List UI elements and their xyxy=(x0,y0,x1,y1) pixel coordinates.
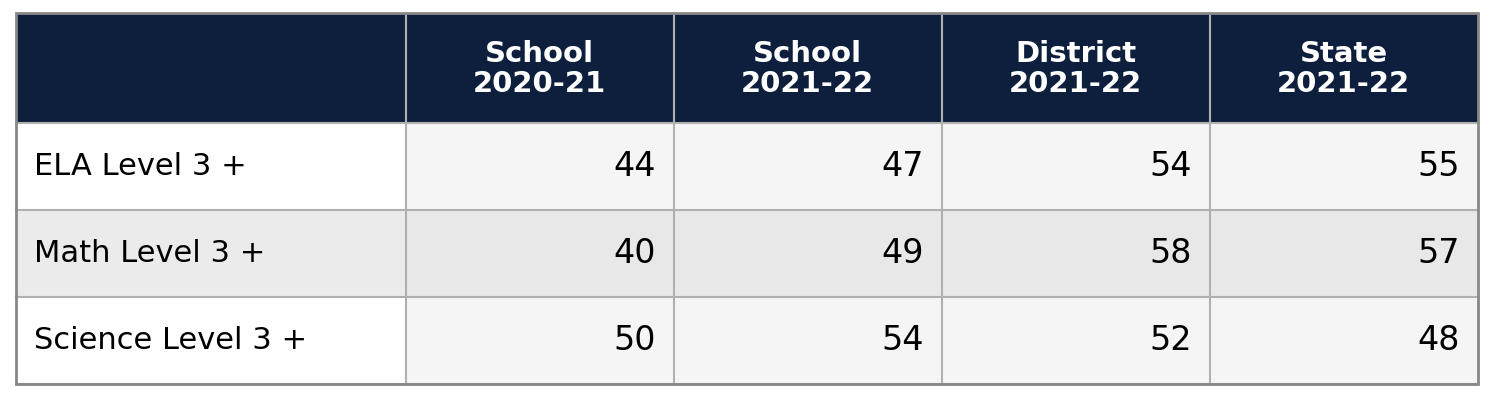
Bar xyxy=(1209,13,1478,123)
Text: 2021-22: 2021-22 xyxy=(1277,70,1409,98)
Text: 2021-22: 2021-22 xyxy=(1009,70,1142,98)
Text: School: School xyxy=(485,40,594,68)
Text: 57: 57 xyxy=(1417,237,1460,270)
Bar xyxy=(1209,297,1478,384)
Text: District: District xyxy=(1015,40,1136,68)
Bar xyxy=(673,123,942,210)
Bar xyxy=(15,297,406,384)
Text: 47: 47 xyxy=(881,150,924,183)
Text: School: School xyxy=(752,40,861,68)
Bar xyxy=(673,13,942,123)
Bar xyxy=(673,297,942,384)
Bar xyxy=(942,13,1209,123)
Text: 40: 40 xyxy=(614,237,655,270)
Bar xyxy=(1209,123,1478,210)
Bar xyxy=(406,210,673,297)
Text: 44: 44 xyxy=(614,150,655,183)
Text: 58: 58 xyxy=(1150,237,1191,270)
Text: 48: 48 xyxy=(1417,324,1460,357)
Bar xyxy=(15,210,406,297)
Text: 50: 50 xyxy=(614,324,655,357)
Bar xyxy=(406,123,673,210)
Text: 55: 55 xyxy=(1417,150,1460,183)
Text: Math Level 3 +: Math Level 3 + xyxy=(33,239,264,268)
Text: 2021-22: 2021-22 xyxy=(741,70,873,98)
Bar xyxy=(673,210,942,297)
Text: 52: 52 xyxy=(1150,324,1191,357)
Bar xyxy=(406,13,673,123)
Text: 54: 54 xyxy=(881,324,924,357)
Text: State: State xyxy=(1299,40,1387,68)
Bar xyxy=(942,297,1209,384)
Bar xyxy=(15,13,406,123)
Text: ELA Level 3 +: ELA Level 3 + xyxy=(33,152,246,181)
Text: 2020-21: 2020-21 xyxy=(473,70,606,98)
Bar xyxy=(1209,210,1478,297)
Text: 54: 54 xyxy=(1150,150,1191,183)
Bar xyxy=(942,123,1209,210)
Bar xyxy=(406,297,673,384)
Bar xyxy=(942,210,1209,297)
Bar xyxy=(15,123,406,210)
Text: 49: 49 xyxy=(881,237,924,270)
Text: Science Level 3 +: Science Level 3 + xyxy=(33,326,306,355)
